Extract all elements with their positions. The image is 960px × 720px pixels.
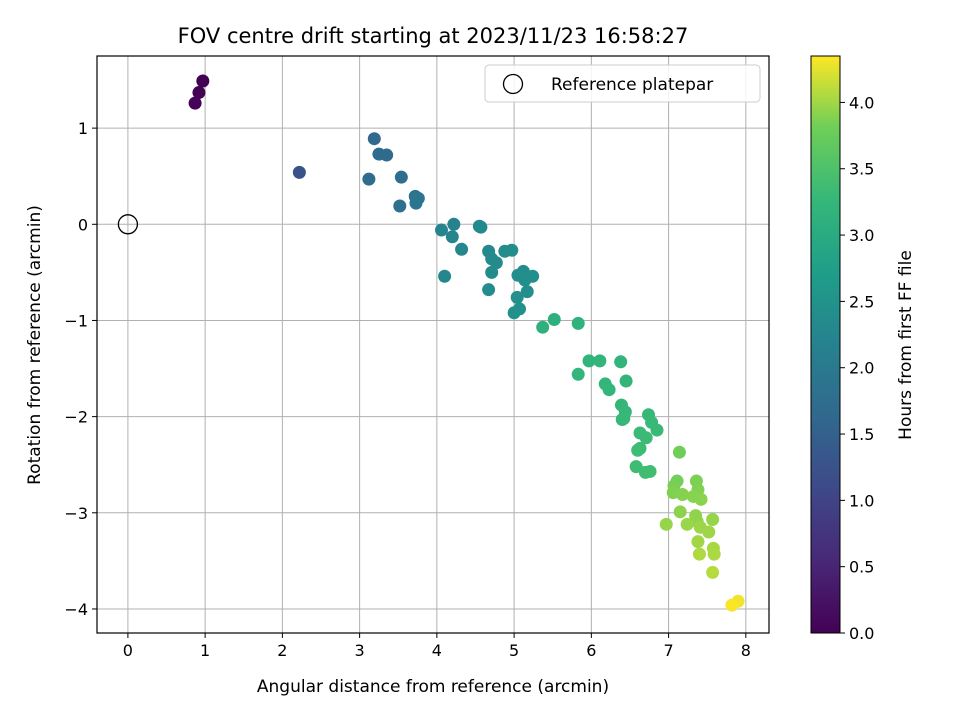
- colorbar-tick-label: 2.0: [849, 359, 874, 378]
- data-point: [659, 517, 673, 531]
- colorbar-tick-label: 0.5: [849, 558, 874, 577]
- data-point: [447, 217, 461, 231]
- colorbar-label: Hours from first FF file: [896, 250, 916, 440]
- data-point: [510, 290, 524, 304]
- colorbar-gradient: [810, 55, 841, 634]
- data-point: [192, 86, 206, 100]
- data-point: [547, 312, 561, 326]
- colorbar: 0.0 0.5 1.0 1.5 2.0 2.5 3.0 3.5 4.0 Hours from f…: [810, 55, 916, 643]
- data-point: [675, 488, 689, 502]
- data-point: [292, 165, 306, 179]
- data-point: [614, 355, 628, 369]
- colorbar-tick-label: 3.0: [849, 226, 874, 245]
- y-ticks: −4 −3 −2 −1 0 1: [64, 119, 97, 619]
- x-tick-label: 0: [123, 641, 133, 660]
- data-point: [393, 199, 407, 213]
- chart-title: FOV centre drift starting at 2023/11/23 …: [178, 24, 689, 48]
- x-tick-label: 6: [586, 641, 596, 660]
- data-point: [706, 565, 720, 579]
- data-point: [520, 285, 534, 299]
- x-axis-label: Angular distance from reference (arcmin): [257, 677, 609, 697]
- data-point: [650, 423, 664, 437]
- data-point: [617, 412, 631, 426]
- colorbar-tick-label: 3.5: [849, 160, 874, 179]
- data-point: [639, 431, 653, 445]
- x-tick-label: 2: [277, 641, 287, 660]
- data-point: [673, 505, 687, 519]
- data-point: [643, 464, 657, 478]
- x-tick-label: 1: [200, 641, 210, 660]
- data-points: [188, 74, 745, 612]
- legend: Reference platepar: [484, 64, 761, 103]
- colorbar-tick-label: 4.0: [849, 93, 874, 112]
- data-point: [518, 273, 532, 287]
- plot-frame: [96, 55, 770, 634]
- data-point: [582, 354, 596, 368]
- grid: [97, 56, 769, 633]
- data-point: [702, 525, 716, 539]
- data-point: [196, 74, 210, 88]
- data-point: [482, 283, 496, 297]
- data-point: [505, 243, 519, 257]
- x-tick-label: 8: [741, 641, 751, 660]
- data-point: [725, 598, 739, 612]
- y-tick-label: −1: [64, 311, 88, 330]
- legend-entry-reference: Reference platepar: [551, 75, 713, 95]
- colorbar-tick-label: 2.5: [849, 292, 874, 311]
- colorbar-ticks: 0.0 0.5 1.0 1.5 2.0 2.5 3.0 3.5 4.0: [840, 93, 874, 643]
- data-point: [691, 535, 705, 549]
- legend-box: [484, 64, 761, 103]
- data-point: [409, 196, 423, 210]
- data-point: [571, 316, 585, 330]
- data-point: [362, 172, 376, 186]
- data-point: [394, 170, 408, 184]
- colorbar-tick-label: 1.0: [849, 491, 874, 510]
- y-tick-label: −2: [64, 408, 88, 427]
- data-point: [672, 445, 686, 459]
- data-point: [680, 517, 694, 531]
- data-point: [367, 132, 381, 146]
- data-point: [434, 223, 448, 237]
- x-tick-label: 4: [432, 641, 442, 660]
- y-tick-label: −4: [64, 600, 88, 619]
- data-point: [489, 256, 503, 270]
- data-point: [474, 220, 488, 234]
- legend-marker: [502, 73, 524, 95]
- reference-marker-group: [117, 214, 139, 235]
- colorbar-tick-label: 1.5: [849, 425, 874, 444]
- y-axis-label: Rotation from reference (arcmin): [25, 205, 45, 485]
- data-point: [380, 148, 394, 162]
- data-point: [507, 306, 521, 320]
- data-point: [455, 242, 469, 256]
- data-point: [593, 354, 607, 368]
- data-point: [619, 374, 633, 388]
- x-tick-label: 3: [355, 641, 365, 660]
- data-point: [571, 367, 585, 381]
- x-tick-label: 7: [663, 641, 673, 660]
- x-ticks: 0 1 2 3 4 5 6 7 8: [123, 633, 751, 660]
- y-tick-label: 0: [78, 215, 88, 234]
- data-point: [707, 547, 721, 561]
- data-point: [692, 547, 706, 561]
- data-point: [631, 443, 645, 457]
- data-point: [485, 265, 499, 279]
- data-point: [602, 383, 616, 397]
- x-tick-label: 5: [509, 641, 519, 660]
- data-point: [438, 269, 452, 283]
- data-point: [536, 320, 550, 334]
- colorbar-tick-label: 0.0: [849, 624, 874, 643]
- data-point: [445, 230, 459, 244]
- data-point: [188, 96, 202, 110]
- y-tick-label: 1: [78, 119, 88, 138]
- y-tick-label: −3: [64, 504, 88, 523]
- data-point: [706, 513, 720, 527]
- reference-marker: [117, 214, 139, 235]
- data-point: [629, 460, 643, 474]
- data-point: [694, 492, 708, 506]
